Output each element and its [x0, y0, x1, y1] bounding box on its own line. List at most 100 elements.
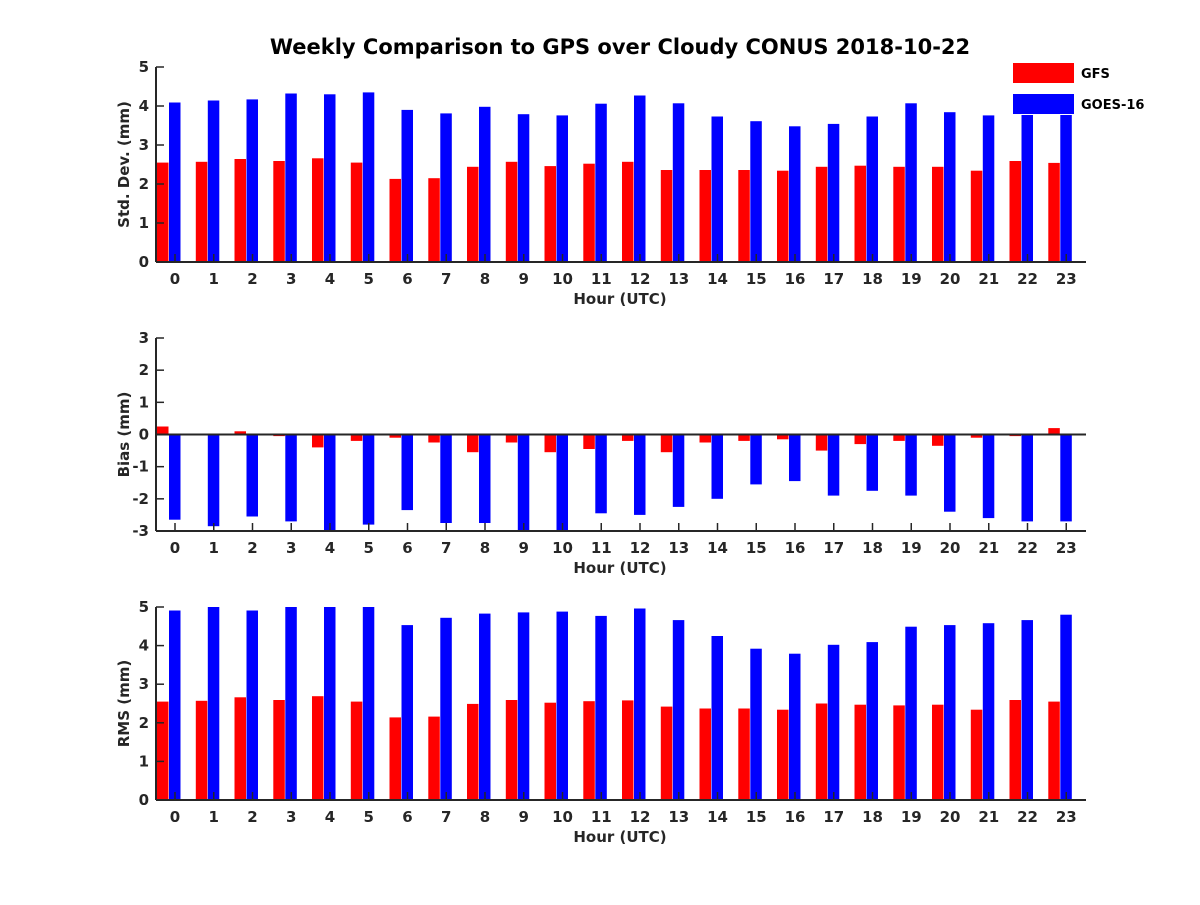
series-goes-16 — [169, 92, 1072, 263]
bar-gfs-22 — [1009, 161, 1021, 262]
x-tick-label: 12 — [630, 270, 651, 288]
y-axis-label: Bias (mm) — [115, 392, 133, 478]
bar-goes-16-19 — [905, 626, 917, 800]
bar-gfs-7 — [428, 716, 440, 800]
y-tick-label: 5 — [139, 58, 149, 76]
bar-gfs-5 — [350, 701, 363, 800]
bar-goes-16-16 — [789, 653, 801, 800]
bar-goes-16-7 — [440, 113, 452, 263]
bar-gfs-16 — [777, 434, 789, 440]
bar-goes-16-12 — [634, 434, 646, 515]
x-tick-label: 18 — [862, 808, 883, 826]
x-tick-label: 22 — [1017, 270, 1038, 288]
legend: GFS GOES-16 — [1013, 63, 1144, 114]
legend-label-gfs: GFS — [1081, 67, 1110, 82]
bar-goes-16-17 — [827, 644, 840, 800]
y-tick-label: 3 — [139, 675, 149, 693]
x-tick-label: 17 — [823, 808, 844, 826]
x-tick-label: 7 — [441, 539, 451, 557]
x-tick-label: 18 — [862, 270, 883, 288]
bar-goes-16-2 — [246, 610, 258, 800]
x-tick-label: 21 — [978, 808, 999, 826]
bar-goes-16-9 — [517, 612, 530, 800]
bar-gfs-19 — [893, 705, 905, 800]
bar-goes-16-20 — [944, 112, 956, 262]
x-tick-label: 13 — [668, 270, 689, 288]
bar-goes-16-4 — [324, 94, 336, 262]
bar-gfs-3 — [273, 700, 285, 800]
x-tick-label: 0 — [170, 270, 180, 288]
bar-gfs-12 — [622, 700, 634, 800]
x-tick-label: 1 — [209, 270, 219, 288]
bar-goes-16-23 — [1060, 115, 1072, 262]
bar-gfs-16 — [777, 709, 789, 800]
bar-goes-16-20 — [944, 434, 956, 512]
bar-goes-16-15 — [750, 121, 762, 262]
x-tick-label: 5 — [364, 539, 374, 557]
y-axis-label: Std. Dev. (mm) — [115, 101, 133, 228]
bar-gfs-9 — [505, 700, 518, 800]
bar-gfs-11 — [583, 434, 595, 449]
bar-gfs-19 — [893, 434, 905, 441]
y-tick-label: 3 — [139, 136, 149, 154]
bar-gfs-12 — [622, 161, 634, 262]
x-tick-label: 15 — [746, 808, 767, 826]
bar-goes-16-2 — [246, 99, 258, 263]
bar-gfs-17 — [815, 166, 828, 262]
bar-goes-16-2 — [246, 434, 258, 517]
x-tick-label: 4 — [325, 808, 335, 826]
x-tick-label: 5 — [364, 270, 374, 288]
x-tick-label: 23 — [1056, 270, 1077, 288]
bar-goes-16-8 — [479, 613, 491, 800]
x-tick-label: 17 — [823, 270, 844, 288]
bar-gfs-17 — [815, 434, 828, 451]
x-tick-label: 8 — [480, 808, 490, 826]
bar-gfs-4 — [312, 434, 324, 448]
bar-gfs-7 — [428, 434, 440, 443]
x-tick-label: 12 — [630, 539, 651, 557]
x-tick-label: 10 — [552, 808, 573, 826]
bar-gfs-5 — [350, 162, 363, 262]
bar-gfs-23 — [1048, 701, 1060, 800]
x-tick-label: 14 — [707, 270, 728, 288]
bar-gfs-10 — [544, 702, 556, 800]
bar-goes-16-13 — [672, 103, 685, 262]
x-tick-label: 13 — [668, 808, 689, 826]
y-tick-label: 2 — [139, 714, 149, 732]
bar-goes-16-22 — [1021, 620, 1033, 800]
bar-gfs-11 — [583, 701, 595, 800]
bar-gfs-2 — [234, 159, 246, 262]
bar-goes-16-18 — [866, 642, 878, 800]
bar-gfs-1 — [195, 161, 208, 262]
bar-goes-16-21 — [982, 115, 995, 263]
x-tick-label: 23 — [1056, 808, 1077, 826]
bar-goes-16-23 — [1060, 614, 1072, 800]
x-tick-label: 19 — [901, 539, 922, 557]
bar-goes-16-17 — [827, 123, 840, 263]
bar-goes-16-11 — [595, 103, 607, 262]
y-tick-label: 4 — [139, 97, 149, 115]
legend-label-goes-16: GOES-16 — [1081, 98, 1144, 113]
bar-goes-16-6 — [401, 625, 413, 800]
bar-gfs-23 — [1048, 428, 1060, 435]
bar-gfs-14 — [699, 170, 711, 262]
x-tick-label: 9 — [519, 808, 529, 826]
bar-gfs-8 — [467, 166, 479, 262]
bar-gfs-18 — [854, 704, 866, 800]
x-tick-label: 11 — [591, 270, 612, 288]
bar-gfs-7 — [428, 178, 440, 262]
x-tick-label: 10 — [552, 539, 573, 557]
bar-gfs-20 — [932, 434, 944, 446]
y-tick-label: -1 — [132, 458, 149, 476]
series-goes-16 — [169, 434, 1072, 531]
x-tick-label: 0 — [170, 539, 180, 557]
x-tick-label: 8 — [480, 539, 490, 557]
bar-goes-16-3 — [285, 607, 297, 800]
x-tick-label: 9 — [519, 539, 529, 557]
bar-gfs-11 — [583, 163, 595, 262]
bar-gfs-15 — [738, 170, 750, 262]
x-tick-label: 3 — [286, 539, 296, 557]
bar-goes-16-6 — [401, 434, 413, 511]
